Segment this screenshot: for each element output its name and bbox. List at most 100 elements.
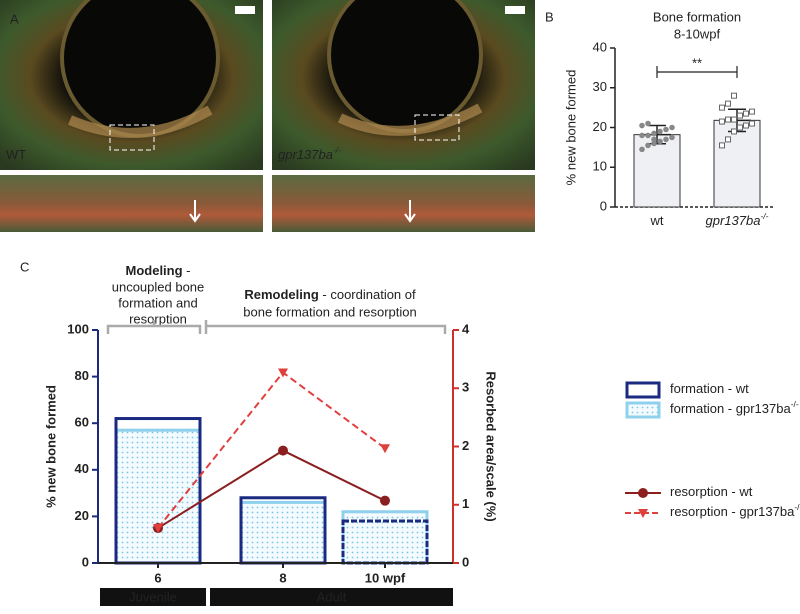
- data-point: [657, 128, 663, 135]
- significance-bracket: [656, 66, 738, 78]
- y-axis-label: % new bone formed: [563, 70, 578, 186]
- data-point: [749, 108, 755, 115]
- annotation-part: Remodeling: [244, 287, 318, 302]
- y2-tick-label: 1: [462, 496, 469, 511]
- y2-tick-label: 0: [462, 554, 469, 569]
- data-point: [731, 128, 737, 135]
- y-tick-label: 0: [600, 198, 607, 213]
- legend-swatch: [625, 381, 661, 399]
- x-tick-label: wt: [650, 213, 664, 228]
- chart-title: Bone formation: [653, 9, 741, 24]
- y-tick-label: 30: [593, 79, 607, 94]
- panel-label: A: [10, 11, 19, 26]
- image-label-part: -/-: [333, 145, 341, 155]
- annotation: Modeling -: [126, 263, 191, 278]
- y2-tick-label: 4: [462, 321, 470, 336]
- data-point: [743, 122, 749, 129]
- legend-label: formation - gpr137ba-/-: [670, 399, 799, 416]
- y-tick-label: 0: [82, 554, 89, 569]
- panel-label: B: [545, 9, 554, 24]
- x-tick-label-part: -/-: [760, 211, 768, 221]
- y-tick-label: 20: [75, 508, 89, 523]
- age-band: [100, 588, 206, 606]
- y-tick-label: 10: [593, 159, 607, 174]
- legend-label: formation - wt: [670, 381, 749, 396]
- data-point: [669, 124, 675, 131]
- legend-label-part: -/-: [794, 502, 800, 512]
- annotation-part: Modeling: [126, 263, 183, 278]
- data-point: [639, 122, 645, 129]
- bar: [713, 119, 761, 208]
- data-point: [725, 116, 731, 123]
- bar: [114, 428, 202, 565]
- y-tick-label: 20: [593, 119, 607, 134]
- significance-label: **: [692, 55, 702, 70]
- legend-label-part: resorption - wt: [670, 484, 753, 499]
- y-tick-label: 40: [593, 39, 607, 54]
- data-point: [645, 132, 651, 139]
- image-label-part: gpr137ba: [278, 147, 333, 162]
- marker: [380, 444, 390, 454]
- y-tick-label: 80: [75, 368, 89, 383]
- x-tick-label: 10 wpf: [365, 570, 406, 585]
- annotation: formation and: [118, 295, 198, 310]
- data-point: [645, 120, 651, 127]
- age-label: Juvenile: [129, 589, 177, 604]
- y-tick-label: 40: [75, 461, 89, 476]
- data-point: [719, 104, 725, 111]
- data-point: [725, 100, 731, 107]
- y-axis-label: % new bone formed: [43, 385, 58, 508]
- legend-label-part: -/-: [791, 399, 799, 409]
- annotation-part: - coordination of: [319, 287, 416, 302]
- data-point: [645, 142, 651, 149]
- data-point: [663, 136, 669, 143]
- data-point: [651, 130, 657, 137]
- image-label: WT: [6, 147, 26, 162]
- marker: [278, 368, 288, 378]
- bracket: [204, 320, 447, 334]
- image-label: gpr137ba-/-: [278, 145, 341, 162]
- data-point: [639, 132, 645, 139]
- x-tick-label-part: wt: [650, 213, 664, 228]
- data-point: [639, 146, 645, 153]
- chart-subtitle: 8-10wpf: [674, 26, 721, 41]
- x-tick-label: gpr137ba-/-: [706, 211, 769, 228]
- bar: [239, 500, 327, 565]
- y2-tick-label: 2: [462, 438, 469, 453]
- y2-axis-label: Resorbed area/scale (%): [484, 371, 499, 521]
- data-point: [731, 92, 737, 99]
- annotation-part: -: [183, 263, 191, 278]
- legend-marker: [638, 509, 648, 518]
- annotation: uncoupled bone: [112, 279, 205, 294]
- data-point: [719, 118, 725, 125]
- data-point: [651, 136, 657, 143]
- legend-label: resorption - wt: [670, 484, 753, 499]
- data-point: [743, 110, 749, 117]
- data-point: [651, 140, 657, 147]
- data-point: [725, 136, 731, 143]
- data-point: [737, 112, 743, 119]
- y-tick-label: 60: [75, 415, 89, 430]
- data-point: [669, 134, 675, 141]
- data-point: [737, 124, 743, 131]
- age-band: [210, 588, 453, 606]
- legend-label-part: resorption - gpr137ba: [670, 504, 795, 519]
- marker: [278, 445, 288, 456]
- marker: [153, 524, 163, 534]
- error-bar: [643, 124, 671, 145]
- data-point: [749, 120, 755, 127]
- age-label: Adult: [317, 589, 347, 604]
- y2-tick-label: 3: [462, 380, 469, 395]
- micrographs: [0, 0, 535, 232]
- bar: [341, 519, 429, 565]
- x-tick-label-part: gpr137ba: [706, 213, 761, 228]
- image-label-part: WT: [6, 147, 26, 162]
- legend-label: resorption - gpr137ba-/-: [670, 502, 800, 519]
- annotation: resorption: [129, 311, 187, 326]
- panel-label: C: [20, 259, 29, 274]
- annotation: Remodeling - coordination of: [244, 287, 416, 302]
- legend-label-part: formation - wt: [670, 381, 749, 396]
- data-point: [719, 142, 725, 149]
- data-point: [731, 116, 737, 123]
